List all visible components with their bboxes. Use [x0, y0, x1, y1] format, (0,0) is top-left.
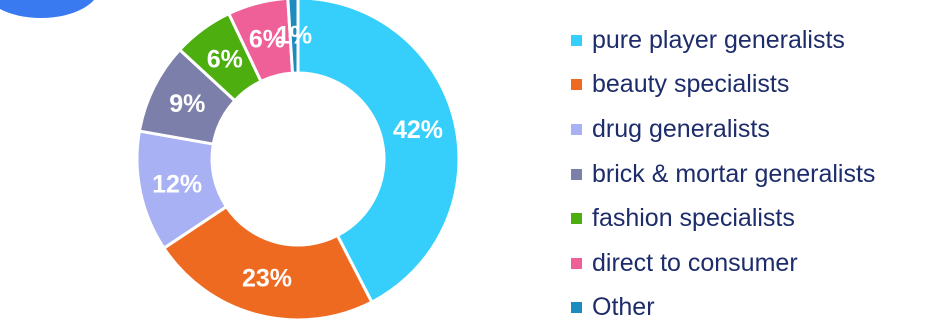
legend-item-direct-to-consumer: direct to consumer	[571, 241, 875, 286]
slice-beauty-specialists	[162, 205, 374, 322]
legend-swatch	[571, 34, 582, 46]
donut-labels: 42%23%12%9%6%6%1%	[152, 22, 443, 293]
slice-label-other: 1%	[276, 22, 312, 50]
legend-item-fashion-specialists: fashion specialists	[571, 196, 875, 241]
legend-label: fashion specialists	[592, 204, 795, 233]
legend-swatch	[571, 213, 582, 225]
chart-legend: pure player generalists beauty specialist…	[571, 18, 875, 330]
slice-label-drug-generalists: 12%	[152, 170, 202, 198]
legend-label: drug generalists	[592, 114, 770, 143]
legend-label: pure player generalists	[592, 25, 845, 54]
legend-swatch	[571, 302, 582, 314]
legend-swatch	[571, 123, 582, 135]
donut-slices	[135, 0, 461, 322]
legend-item-pure-player-generalists: pure player generalists	[571, 18, 875, 63]
slice-pure-player-generalists	[296, 0, 461, 304]
slice-label-fashion-specialists: 6%	[207, 46, 243, 74]
legend-item-brick-and-mortar-generalists: brick & mortar generalists	[571, 152, 875, 197]
legend-item-other: Other	[571, 286, 875, 330]
legend-label: beauty specialists	[592, 70, 790, 99]
legend-label: direct to consumer	[592, 248, 798, 277]
slice-label-direct-to-consumer: 6%	[249, 25, 285, 53]
legend-swatch	[571, 79, 582, 91]
legend-item-beauty-specialists: beauty specialists	[571, 63, 875, 108]
legend-swatch	[571, 257, 582, 269]
legend-swatch	[571, 168, 582, 180]
slice-label-beauty-specialists: 23%	[242, 265, 292, 293]
legend-item-drug-generalists: drug generalists	[571, 107, 875, 152]
donut-chart: 42%23%12%9%6%6%1%	[135, 0, 461, 322]
slice-label-pure-player-generalists: 42%	[393, 116, 443, 144]
legend-label: Other	[592, 293, 655, 322]
slice-other	[286, 0, 300, 75]
legend-label: brick & mortar generalists	[592, 159, 876, 188]
slice-label-brick-and-mortar-generalists: 9%	[169, 90, 205, 118]
